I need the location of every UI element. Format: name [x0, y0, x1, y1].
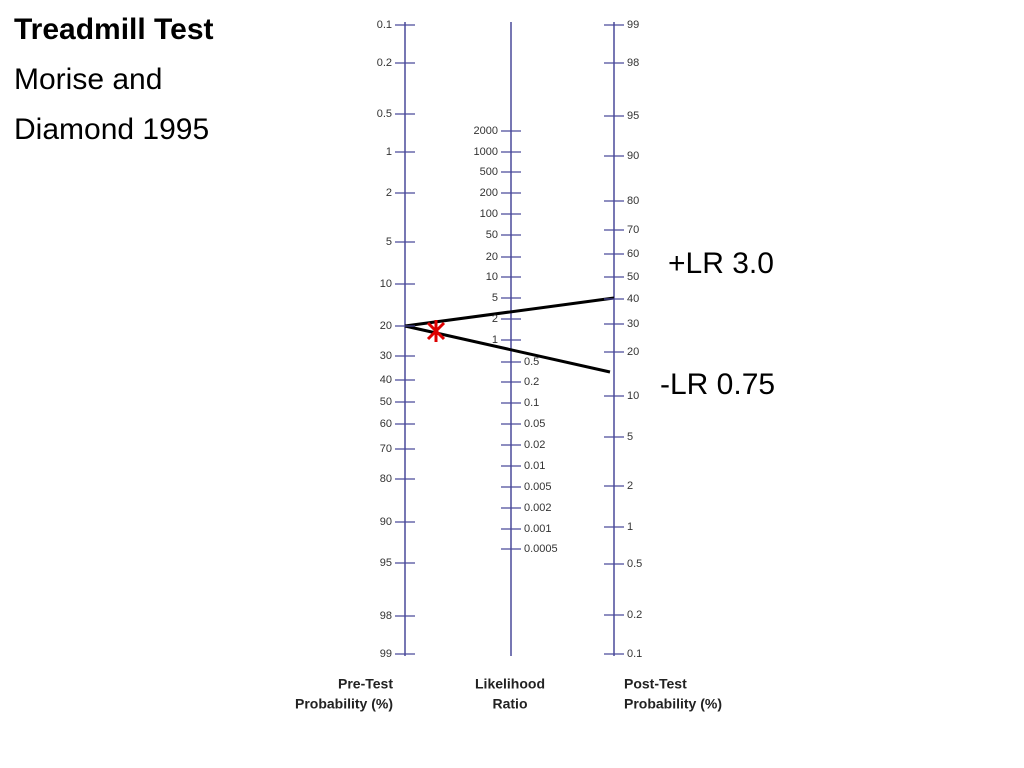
- tick-label: 1000: [474, 146, 498, 158]
- tick-label: 1: [627, 521, 633, 533]
- tick-label: 0.05: [524, 418, 545, 430]
- tick-label: 200: [480, 187, 498, 199]
- tick-label: 50: [380, 396, 392, 408]
- tick-label: 0.5: [524, 356, 539, 368]
- tick-label: 90: [380, 516, 392, 528]
- tick-label: 2000: [474, 125, 498, 137]
- tick-label: 1: [492, 334, 498, 346]
- tick-label: 60: [380, 418, 392, 430]
- tick-label: 100: [480, 208, 498, 220]
- tick-label: 20: [627, 346, 639, 358]
- tick-label: 2: [627, 480, 633, 492]
- tick-label: 2: [386, 187, 392, 199]
- title: Treadmill Test: [14, 13, 214, 46]
- pretest-marker: [426, 320, 446, 342]
- tick-label: 10: [627, 390, 639, 402]
- axis-title: Post-Test: [624, 676, 687, 692]
- annotation: -LR 0.75: [660, 368, 775, 401]
- tick-label: 5: [492, 292, 498, 304]
- subtitle: Diamond 1995: [14, 113, 209, 146]
- axis-title: Probability (%): [295, 696, 393, 712]
- tick-label: 5: [627, 431, 633, 443]
- axis-title: Probability (%): [624, 696, 722, 712]
- tick-label: 0.02: [524, 439, 545, 451]
- tick-label: 99: [380, 648, 392, 660]
- tick-label: 70: [627, 224, 639, 236]
- tick-label: 0.2: [627, 609, 642, 621]
- tick-label: 80: [380, 473, 392, 485]
- axis-title: Ratio: [493, 696, 528, 712]
- tick-label: 99: [627, 19, 639, 31]
- tick-label: 0.2: [524, 376, 539, 388]
- positive-line: [404, 296, 615, 328]
- tick-label: 90: [627, 150, 639, 162]
- tick-label: 80: [627, 195, 639, 207]
- tick-label: 0.001: [524, 523, 552, 535]
- axis-title: Pre-Test: [338, 676, 393, 692]
- tick-label: 5: [386, 236, 392, 248]
- tick-label: 10: [486, 271, 498, 283]
- tick-label: 50: [627, 271, 639, 283]
- tick-label: 0.5: [627, 558, 642, 570]
- tick-label: 0.1: [377, 19, 392, 31]
- tick-label: 40: [627, 293, 639, 305]
- tick-label: 0.5: [377, 108, 392, 120]
- tick-label: 0.1: [627, 648, 642, 660]
- tick-label: 0.01: [524, 460, 545, 472]
- tick-label: 30: [627, 318, 639, 330]
- tick-label: 98: [380, 610, 392, 622]
- tick-label: 0.005: [524, 481, 552, 493]
- tick-label: 10: [380, 278, 392, 290]
- tick-label: 20: [486, 251, 498, 263]
- tick-label: 500: [480, 166, 498, 178]
- tick-label: 2: [492, 313, 498, 325]
- tick-label: 1: [386, 146, 392, 158]
- tick-label: 95: [380, 557, 392, 569]
- tick-label: 0.0005: [524, 543, 558, 555]
- axis-title: Likelihood: [475, 676, 545, 692]
- tick-label: 60: [627, 248, 639, 260]
- tick-label: 95: [627, 110, 639, 122]
- subtitle: Morise and: [14, 63, 162, 96]
- tick-label: 0.002: [524, 502, 552, 514]
- tick-label: 98: [627, 57, 639, 69]
- tick-label: 20: [380, 320, 392, 332]
- annotation: +LR 3.0: [668, 247, 774, 280]
- tick-label: 0.1: [524, 397, 539, 409]
- tick-label: 50: [486, 229, 498, 241]
- tick-label: 70: [380, 443, 392, 455]
- tick-label: 30: [380, 350, 392, 362]
- tick-label: 0.2: [377, 57, 392, 69]
- tick-label: 40: [380, 374, 392, 386]
